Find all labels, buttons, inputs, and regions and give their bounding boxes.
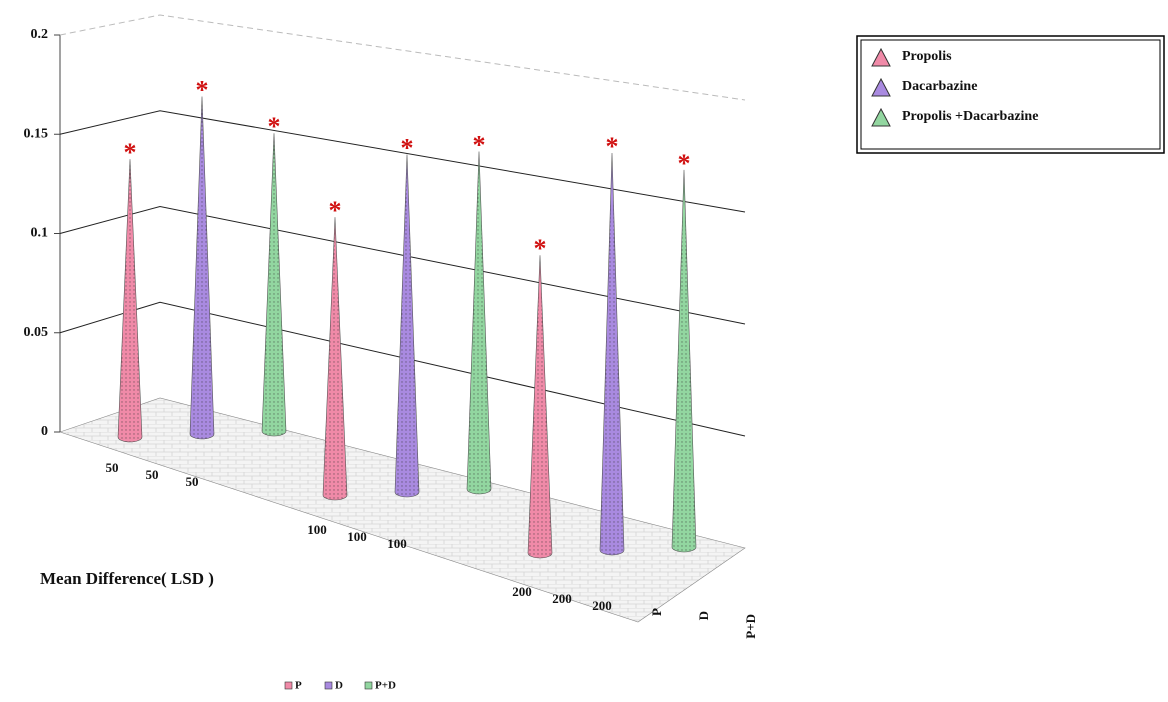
cone [189, 96, 215, 440]
legend-label: Propolis [902, 49, 952, 64]
grid-line [59, 14, 746, 101]
y-tick-label: 0.05 [24, 325, 49, 340]
significance-marker: * [534, 234, 547, 263]
depth-label: P+D [743, 614, 758, 639]
legend-swatch [284, 681, 293, 690]
grid-line [59, 110, 746, 213]
cone-texture [672, 169, 696, 552]
x-tick-label: 50 [186, 474, 199, 489]
x-tick-label: 100 [387, 536, 407, 551]
significance-marker: * [329, 196, 342, 225]
x-tick-label: 100 [347, 529, 367, 544]
significance-marker: * [401, 134, 414, 163]
legend-swatch [364, 681, 373, 690]
y-tick-label: 0.2 [31, 27, 49, 42]
legend-label: D [335, 680, 343, 692]
cone-texture [262, 133, 286, 436]
legend-label: P [295, 680, 302, 692]
cone [599, 152, 625, 556]
cone-texture [323, 217, 347, 500]
grid-line [59, 205, 746, 325]
significance-marker: * [473, 131, 486, 160]
x-tick-label: 200 [592, 598, 612, 613]
x-tick-label: 200 [512, 584, 532, 599]
legend-swatch [324, 681, 333, 690]
y-tick-label: 0.1 [31, 226, 49, 241]
grid [54, 14, 746, 437]
cone [466, 151, 492, 495]
cone-texture [528, 255, 552, 558]
legend-box-inner [860, 39, 1161, 150]
significance-marker: * [196, 76, 209, 105]
x-tick-label: 200 [552, 591, 572, 606]
legend-swatch [871, 77, 891, 97]
depth-label: P [649, 608, 664, 616]
x-tick-label: 50 [146, 467, 159, 482]
cone [322, 217, 348, 501]
legend-swatch [871, 47, 891, 67]
legend-swatch [871, 107, 891, 127]
cone [671, 169, 697, 553]
y-tick-label: 0.15 [24, 126, 49, 141]
legend [856, 35, 1165, 154]
cone [117, 159, 143, 443]
x-tick-label: 100 [307, 522, 327, 537]
legend-label: Dacarbazine [902, 79, 977, 94]
cone-texture [600, 153, 624, 555]
x-axis-title: Mean Difference( LSD ) [40, 569, 214, 588]
cone-texture [467, 151, 491, 495]
legend-label: Propolis +Dacarbazine [902, 109, 1038, 124]
legend-label: P+D [375, 680, 396, 692]
cone-texture [395, 154, 419, 498]
cone [261, 133, 287, 437]
cone [527, 255, 553, 559]
significance-marker: * [606, 132, 619, 161]
cone-texture [118, 159, 142, 442]
cone-texture [190, 96, 214, 440]
y-tick-label: 0 [41, 424, 48, 439]
significance-marker: * [124, 138, 137, 167]
significance-marker: * [678, 149, 691, 178]
grid-line [59, 301, 746, 437]
depth-label: D [696, 611, 711, 620]
legend-box [856, 35, 1165, 154]
cone [394, 154, 420, 498]
significance-marker: * [268, 112, 281, 141]
x-tick-label: 50 [106, 460, 119, 475]
